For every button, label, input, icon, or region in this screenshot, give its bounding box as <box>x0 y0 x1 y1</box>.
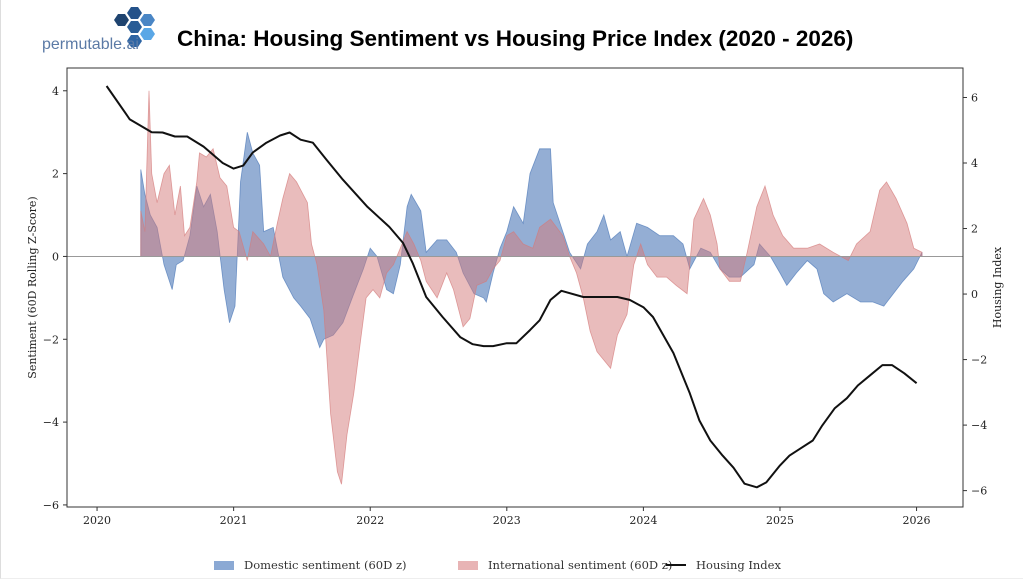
legend-item-domestic: Domestic sentiment (60D z) <box>214 558 407 572</box>
y-axis-label: Sentiment (60D Rolling Z-Score) <box>26 196 39 378</box>
legend-item-housing: Housing Index <box>666 558 781 572</box>
legend-label-housing: Housing Index <box>696 558 781 572</box>
permutable-logo <box>114 7 155 47</box>
y-tick-label: −4 <box>43 416 59 429</box>
y2-tick-label: −2 <box>971 354 987 367</box>
x-tick-label: 2020 <box>83 514 111 527</box>
logo-hexagon <box>127 21 142 33</box>
y2-tick-label: −6 <box>971 485 987 498</box>
y-tick-label: 2 <box>52 168 59 181</box>
legend-label-domestic: Domestic sentiment (60D z) <box>244 558 407 572</box>
x-tick-label: 2022 <box>356 514 384 527</box>
logo-hexagon <box>127 35 142 47</box>
x-tick-label: 2024 <box>629 514 657 527</box>
legend-swatch-international <box>458 560 478 570</box>
y-tick-label: −6 <box>43 499 59 512</box>
y2-axis-label: Housing Index <box>991 246 1004 328</box>
logo-hexagon <box>140 14 155 26</box>
x-tick-label: 2021 <box>220 514 248 527</box>
y-tick-label: −2 <box>43 333 59 346</box>
y-tick-label: 4 <box>52 85 59 98</box>
y2-tick-label: −4 <box>971 419 987 432</box>
chart-title: China: Housing Sentiment vs Housing Pric… <box>177 26 854 51</box>
legend-item-international: International sentiment (60D z) <box>458 558 672 572</box>
logo-hexagon <box>140 28 155 40</box>
legend-label-international: International sentiment (60D z) <box>488 558 673 572</box>
international-sentiment-area <box>140 90 923 485</box>
logo-hexagon <box>127 7 142 19</box>
x-tick-label: 2023 <box>493 514 521 527</box>
legend-line-housing <box>666 564 686 566</box>
y2-tick-label: 6 <box>971 91 978 104</box>
plot-frame <box>66 67 964 508</box>
logo-hexagon <box>114 14 129 26</box>
x-tick-label: 2026 <box>903 514 931 527</box>
housing-index-line <box>105 85 918 489</box>
y2-tick-label: 0 <box>971 288 978 301</box>
y2-tick-label: 4 <box>971 157 978 170</box>
x-tick-label: 2025 <box>766 514 794 527</box>
brand-name: permutable.ai <box>42 36 139 53</box>
y2-tick-label: 2 <box>971 223 978 236</box>
legend-swatch-domestic <box>214 560 234 570</box>
legend: Domestic sentiment (60D z) International… <box>0 558 1024 576</box>
y-tick-label: 0 <box>52 250 59 263</box>
